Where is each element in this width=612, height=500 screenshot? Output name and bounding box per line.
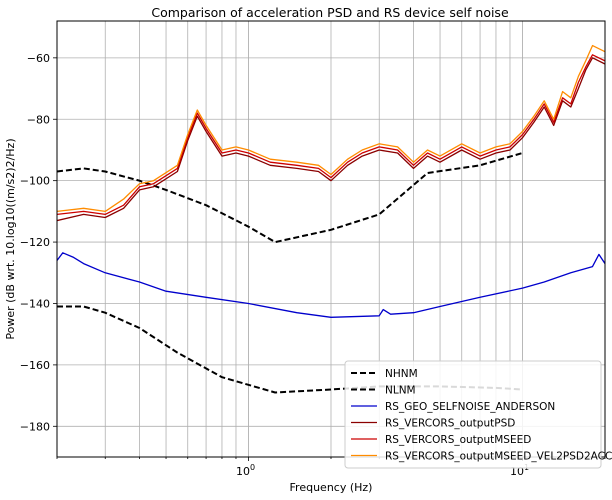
series-line-nlnm [57, 305, 523, 394]
series-line-rs-geo-selfnoise-anderson [57, 252, 605, 318]
y-tick-label: −120 [20, 236, 50, 249]
legend-label: RS_VERCORS_outputMSEED_VEL2PSD2ACC [385, 451, 612, 463]
series-line-nhnm [57, 152, 523, 244]
legend-box [344, 360, 602, 469]
y-tick-label: −180 [20, 420, 50, 433]
y-tick-label: −140 [20, 297, 50, 310]
chart-title: Comparison of acceleration PSD and RS de… [151, 5, 509, 20]
axis-ticks: −180−160−140−120−100−80−60100101 [20, 52, 606, 478]
y-tick-label: −160 [20, 359, 50, 372]
series-line-rs-vercors-outputmseed-vel2psd2acc [57, 44, 605, 213]
x-tick-label: 100 [236, 463, 255, 478]
series-lines [57, 44, 605, 394]
series-line-rs-vercors-outputmseed [57, 54, 605, 216]
y-tick-label: −60 [27, 52, 50, 65]
x-axis-label: Frequency (Hz) [290, 481, 373, 494]
legend: NHNM NLNM RS_GEO_SELFNOISE_ANDERSON RS_VERC… [344, 360, 612, 469]
series-line-rs-vercors-outputpsd [57, 57, 605, 222]
legend-label: NLNM [385, 385, 416, 397]
legend-label: NHNM [385, 368, 418, 380]
y-tick-label: −80 [27, 113, 50, 126]
y-axis-label: Power (dB wrt. 10.log10((m/s2)2/Hz) [4, 138, 17, 339]
y-tick-label: −100 [20, 175, 50, 188]
legend-label: RS_VERCORS_outputMSEED [385, 434, 531, 446]
legend-label: RS_GEO_SELFNOISE_ANDERSON [385, 401, 555, 413]
legend-label: RS_VERCORS_outputPSD [385, 418, 515, 430]
